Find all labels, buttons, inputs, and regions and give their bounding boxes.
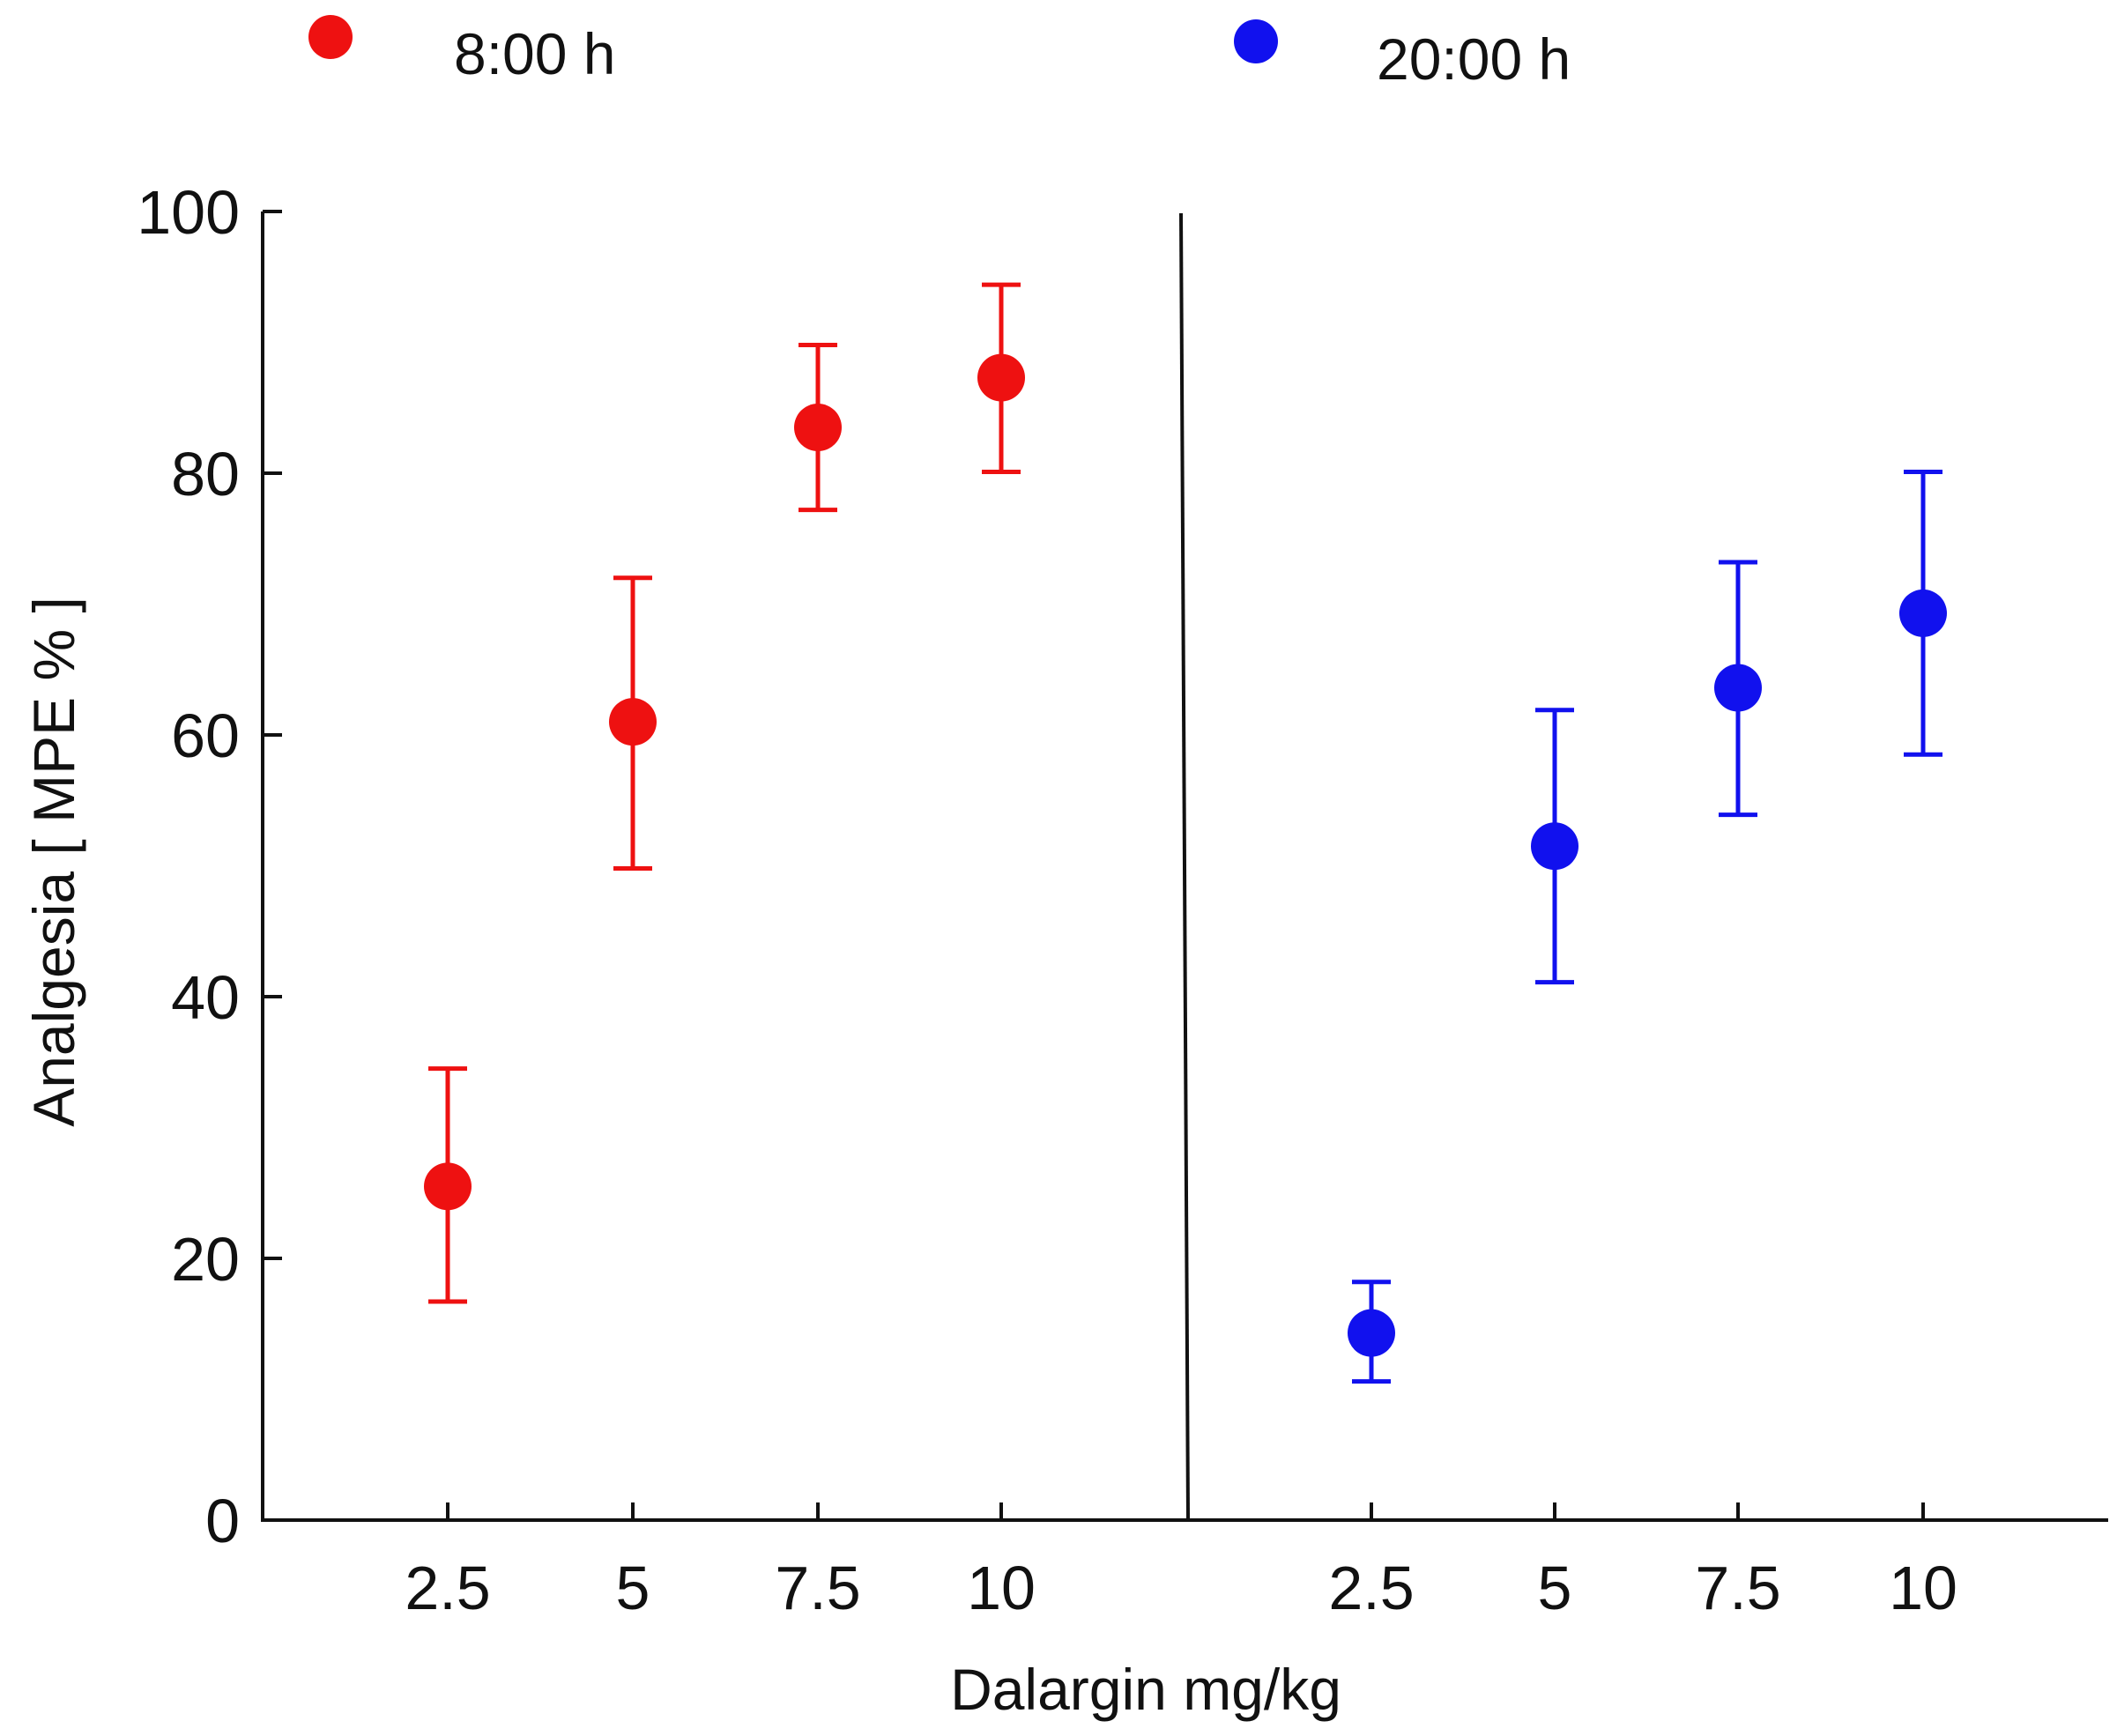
legend-marker-20h	[1234, 19, 1278, 63]
data-point	[977, 353, 1025, 402]
y-tick-label: 100	[137, 178, 240, 247]
legend-label-20h: 20:00 h	[1377, 26, 1571, 92]
data-point	[609, 698, 657, 746]
x-tick-label: 2.5	[1328, 1554, 1414, 1622]
data-point	[794, 404, 842, 452]
data-point	[1899, 589, 1947, 637]
y-tick-label: 40	[171, 963, 240, 1032]
legend: 8:00 h 20:00 h	[308, 15, 1571, 92]
x-tick-label: 10	[1889, 1554, 1957, 1622]
y-tick-label: 0	[205, 1487, 240, 1555]
y-axis-title: Analgesia [ MPE % ]	[21, 597, 86, 1127]
x-tick-label: 2.5	[405, 1554, 490, 1622]
data-points	[424, 353, 1947, 1357]
data-point	[1531, 822, 1578, 871]
data-point	[424, 1162, 472, 1211]
x-tick-label: 5	[1538, 1554, 1572, 1622]
x-tick-label: 10	[967, 1554, 1036, 1622]
y-axis-ticks: 0 20 40 60 80 100	[137, 178, 282, 1555]
y-tick-label: 60	[171, 701, 240, 770]
y-tick-label: 20	[171, 1225, 240, 1294]
data-point	[1348, 1309, 1395, 1357]
panel-divider-line	[1179, 212, 1190, 1521]
x-tick-label: 7.5	[1695, 1554, 1780, 1622]
x-axis-title: Dalargin mg/kg	[950, 1657, 1341, 1722]
legend-label-8h: 8:00 h	[454, 21, 616, 86]
x-tick-label: 7.5	[775, 1554, 860, 1622]
x-axis-ticks: 2.5 5 7.5 10 2.5 5 7.5 10	[405, 1502, 1957, 1622]
x-tick-label: 5	[616, 1554, 650, 1622]
legend-marker-8h	[308, 15, 353, 59]
data-point	[1714, 664, 1762, 712]
y-tick-label: 80	[171, 440, 240, 508]
axes	[261, 211, 2108, 1522]
